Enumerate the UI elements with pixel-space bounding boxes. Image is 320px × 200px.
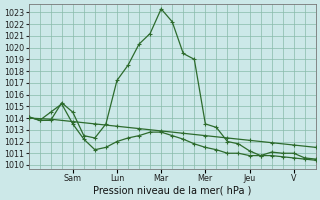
X-axis label: Pression niveau de la mer( hPa ): Pression niveau de la mer( hPa ) [93, 186, 252, 196]
